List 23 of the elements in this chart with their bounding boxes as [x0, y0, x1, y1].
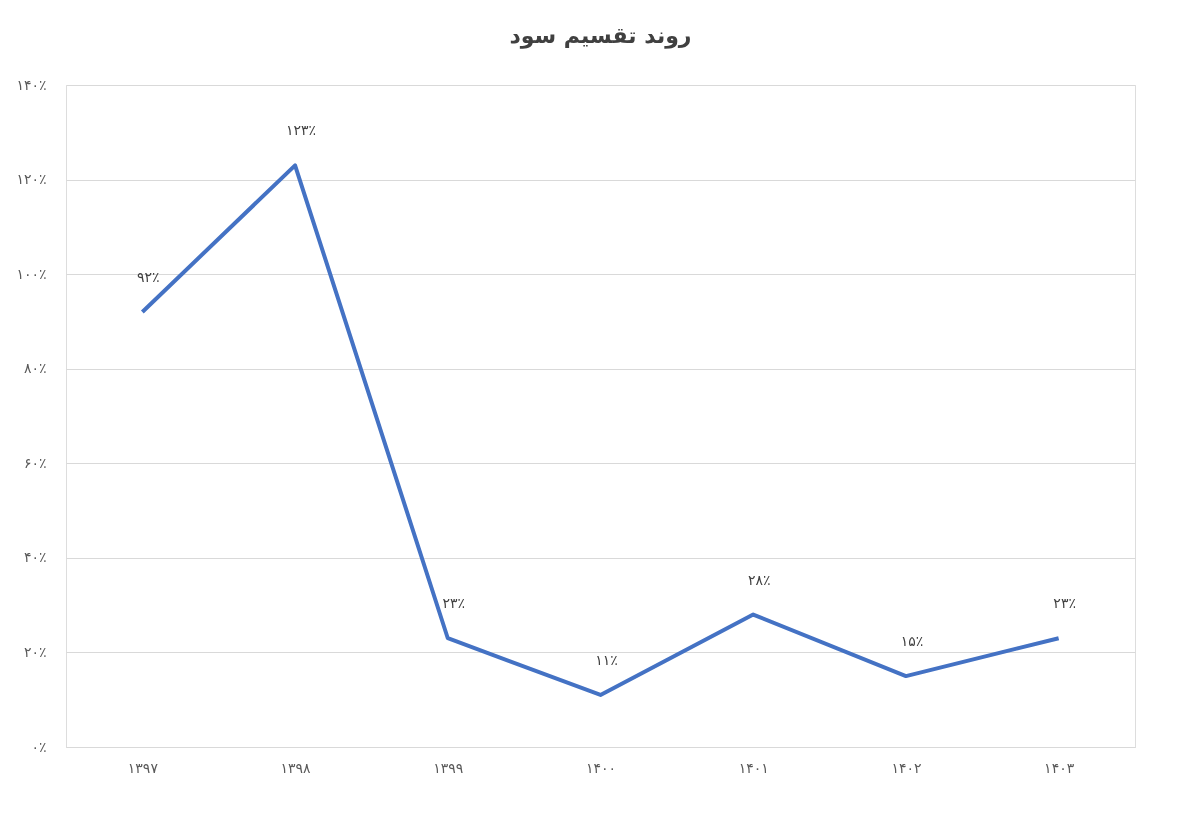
y-tick-label: ۸۰٪ — [23, 360, 47, 377]
data-label: ۲۳٪ — [442, 595, 466, 612]
y-tick-label: ۲۰٪ — [23, 643, 47, 660]
x-tick-label: ۱۳۹۷ — [127, 759, 159, 776]
data-label: ۲۸٪ — [747, 571, 771, 588]
y-tick-label: ۱۴۰٪ — [16, 76, 47, 93]
data-label: ۱۱٪ — [595, 651, 618, 668]
data-label: ۱۵٪ — [900, 633, 924, 650]
y-tick-label: ۶۰٪ — [23, 454, 47, 471]
y-tick-label: ۴۰٪ — [23, 549, 47, 566]
chart-title: روند تقسیم سود — [509, 23, 692, 49]
y-tick-label: ۱۲۰٪ — [16, 171, 47, 188]
x-tick-label: ۱۴۰۱ — [738, 759, 769, 776]
data-label: ۱۲۳٪ — [286, 122, 317, 139]
data-label: ۹۲٪ — [137, 268, 160, 285]
x-tick-label: ۱۴۰۰ — [585, 759, 617, 776]
x-tick-label: ۱۴۰۳ — [1044, 759, 1075, 776]
x-tick-label: ۱۳۹۹ — [433, 759, 464, 776]
y-tick-label: ۱۰۰٪ — [16, 265, 47, 282]
y-tick-label: ۰٪ — [31, 738, 47, 755]
x-tick-label: ۱۳۹۸ — [280, 759, 312, 776]
x-tick-label: ۱۴۰۲ — [891, 759, 922, 776]
data-label: ۲۳٪ — [1053, 595, 1076, 612]
